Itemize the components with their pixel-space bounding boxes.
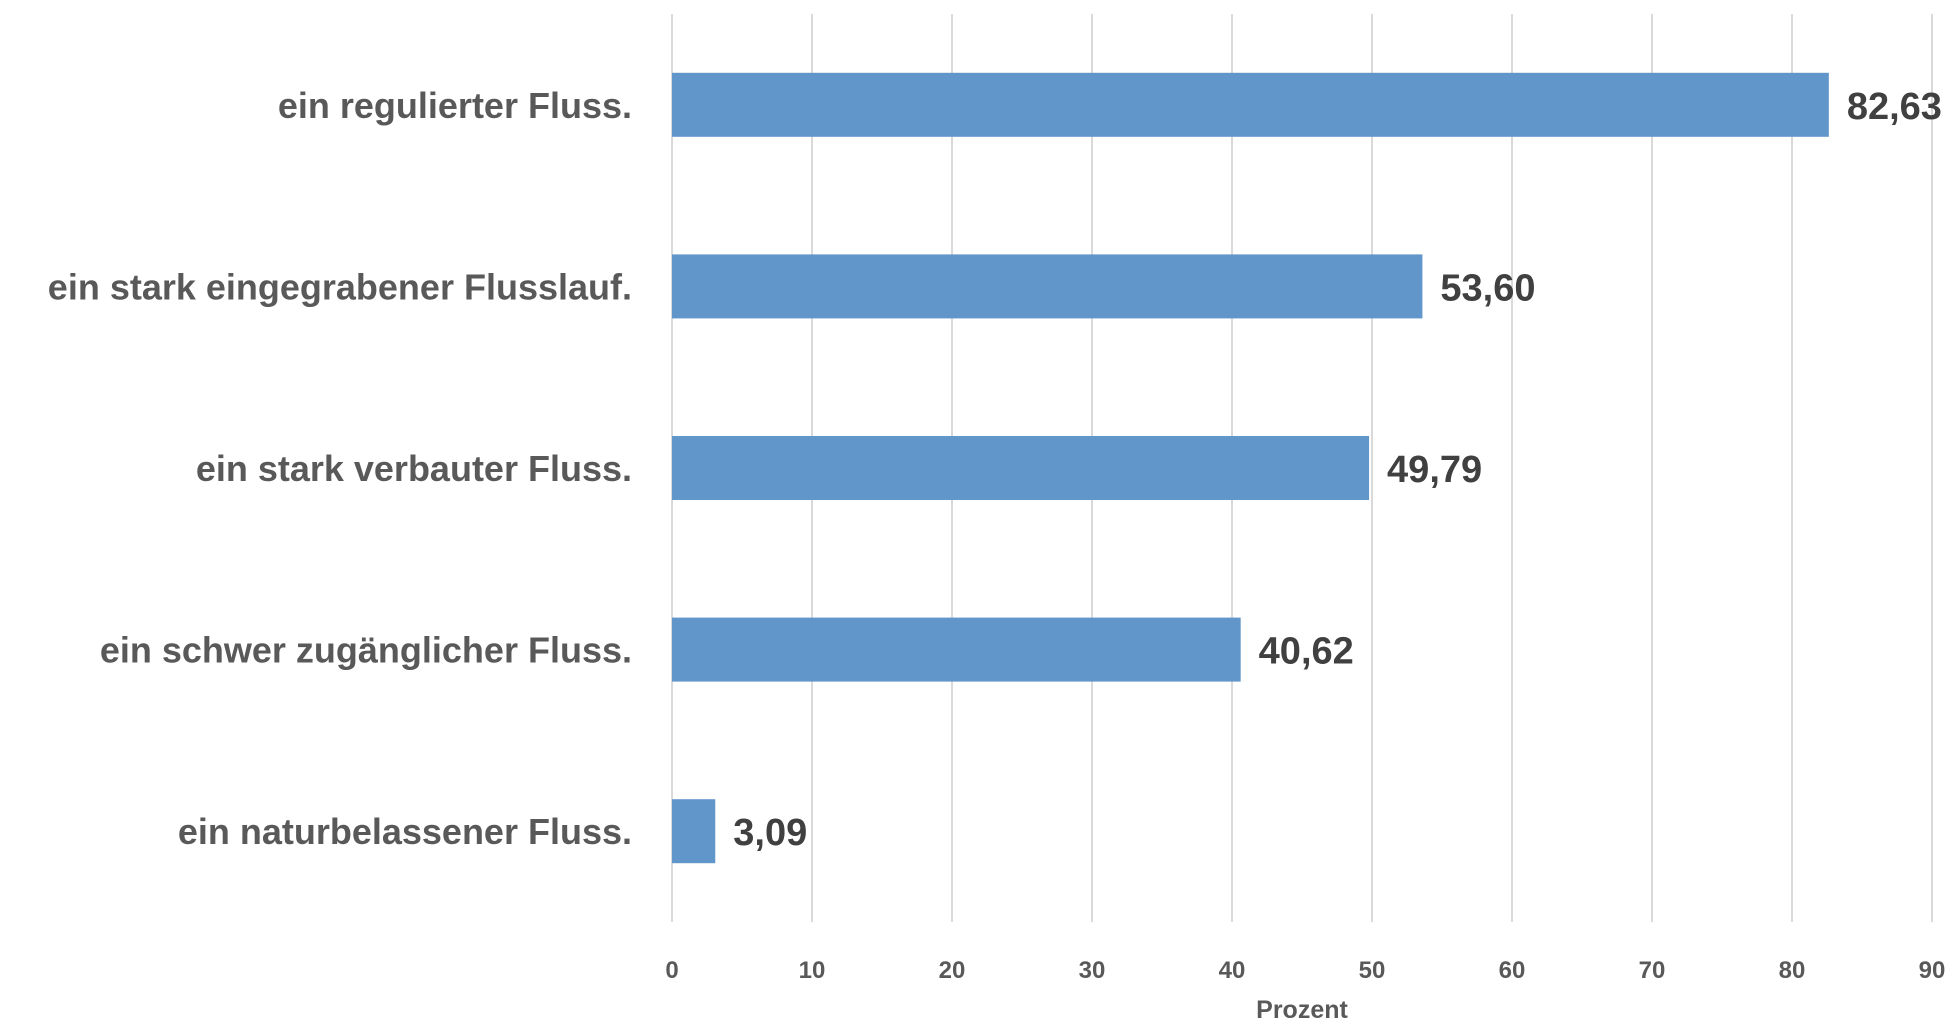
x-tick-label: 20 [939, 957, 966, 984]
bar [672, 617, 1241, 682]
category-label: ein stark eingegrabener Flusslauf. [48, 266, 632, 307]
category-label: ein naturbelassener Fluss. [178, 811, 632, 852]
bar [672, 72, 1829, 137]
value-label: 82,63 [1847, 86, 1942, 128]
value-label: 40,62 [1259, 631, 1354, 673]
category-labels: ein regulierter Fluss. ein stark eingegra… [48, 85, 632, 852]
category-label: ein schwer zugänglicher Fluss. [100, 630, 632, 671]
x-tick-label: 80 [1779, 957, 1806, 984]
x-tick-labels: 0 10 20 30 40 50 60 70 80 90 [665, 957, 1945, 984]
bar [672, 799, 716, 864]
value-label: 3,09 [733, 812, 807, 854]
x-tick-label: 50 [1359, 957, 1386, 984]
x-tick-label: 70 [1639, 957, 1666, 984]
x-tick-label: 40 [1219, 957, 1246, 984]
bars [672, 72, 1829, 864]
x-tick-label: 10 [799, 957, 826, 984]
x-tick-label: 30 [1079, 957, 1106, 984]
x-tick-label: 90 [1919, 957, 1946, 984]
x-tick-label: 0 [665, 957, 678, 984]
bar [672, 254, 1423, 319]
value-label: 53,60 [1440, 267, 1535, 309]
x-axis-title: Prozent [1256, 996, 1348, 1024]
category-label: ein regulierter Fluss. [278, 85, 632, 126]
value-label: 49,79 [1387, 449, 1482, 491]
x-tick-label: 60 [1499, 957, 1526, 984]
bar [672, 436, 1370, 500]
category-label: ein stark verbauter Fluss. [196, 448, 632, 489]
value-labels: 82,63 53,60 49,79 40,62 3,09 [733, 86, 1942, 854]
